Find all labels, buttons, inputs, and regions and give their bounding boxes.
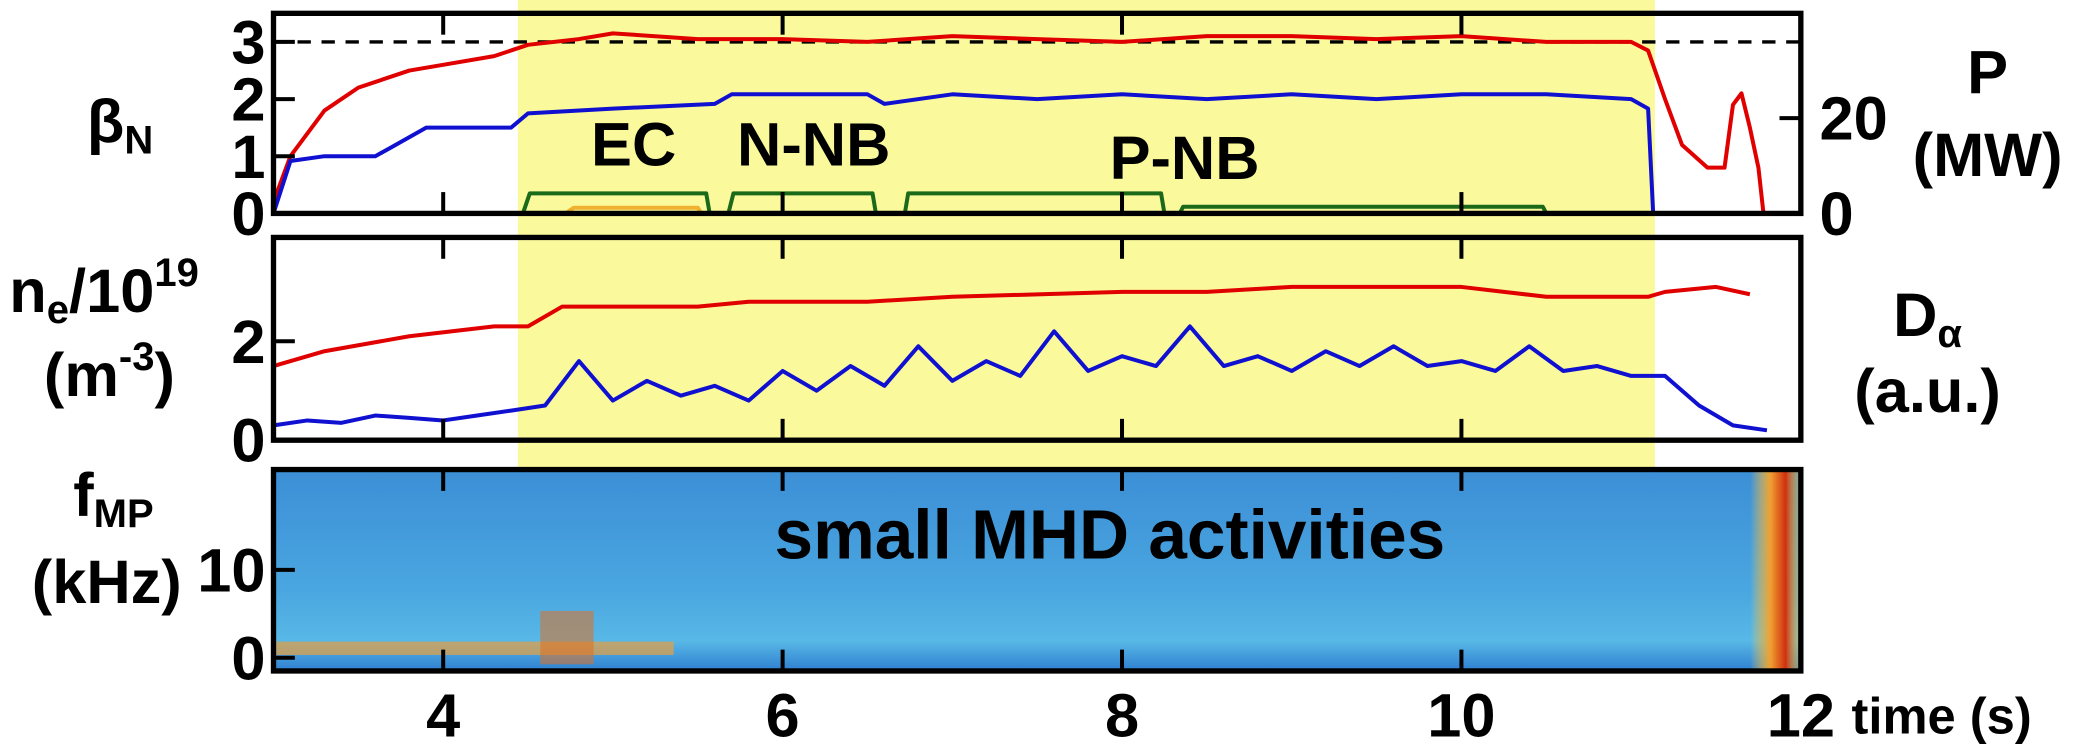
spectrogram-band [273,641,674,655]
y-tick-label: 0 [231,624,265,693]
y-tick-label: 0 [231,180,265,249]
y-tick-label: 2 [231,308,265,377]
plot-frame [270,466,1804,674]
axis-label: (m-3) [44,334,175,410]
series-line [271,92,1656,215]
x-tick-label: 10 [1427,682,1495,749]
y-tick-label: 0 [231,407,265,476]
plot-frame [270,234,1804,443]
y-tick-label: 10 [197,536,265,605]
series-label: N-NB [737,111,890,180]
plot-frame [270,10,1804,217]
series-label: P-NB [1110,124,1260,193]
axis-label: ne/1019 [9,250,199,331]
axis-label: Dα [1893,281,1962,355]
series-line [564,205,703,216]
axis-label-part: (kHz) [32,548,182,617]
series-line [521,191,1549,215]
spectrogram [273,469,1801,671]
axis-label: P [1967,39,2008,108]
axis-label-part: α [1937,312,1962,356]
y-tick-label: 2 [231,66,265,135]
axis-label-part: MP [94,492,154,536]
axis-label-part: β [87,88,124,157]
series-label: EC [591,111,676,180]
x-tick-label: 12 [1767,682,1835,749]
axis-label-part: f [73,461,94,530]
axis-label-part: P [1967,39,2008,108]
x-tick-label: 6 [766,682,800,749]
annotation: small MHD activities [774,496,1445,574]
x-axis-label: time (s) [1852,688,2032,745]
spectrogram-edge [1750,469,1801,671]
axis-label-part: (MW) [1913,121,2063,190]
axis-label-part: n [9,257,46,326]
x-tick-label: 4 [426,682,460,749]
axis-label-part: D [1893,281,1937,350]
plot-layer: P-NBN-NBEC0123020βNP(MW)02ne/1019(m-3)Dα… [9,8,2062,749]
series-line [271,31,1766,214]
y2-tick-label: 20 [1820,85,1888,154]
axis-label-part: e [47,288,69,332]
axis-label: βN [87,88,153,162]
axis-label-part: /10 [69,257,154,326]
y-tick-label: 3 [231,8,265,77]
x-tick-label: 8 [1105,682,1139,749]
axis-label-part: (a.u.) [1854,357,2001,426]
axis-label-part: ) [154,341,174,410]
axis-label: (kHz) [32,548,182,617]
axis-label-part: N [124,118,153,162]
axis-label: (MW) [1913,121,2063,190]
series-line [272,284,1751,368]
y2-tick-label: 0 [1820,180,1854,249]
axis-label-part: -3 [119,334,155,378]
axis-label: (a.u.) [1854,357,2001,426]
spectrogram-burst [540,610,594,665]
y-tick-label: 1 [231,123,265,192]
axis-label-part: 19 [154,250,198,294]
axis-label: fMP [73,461,153,535]
series-line [273,324,1768,433]
axis-label-part: (m [44,341,119,410]
